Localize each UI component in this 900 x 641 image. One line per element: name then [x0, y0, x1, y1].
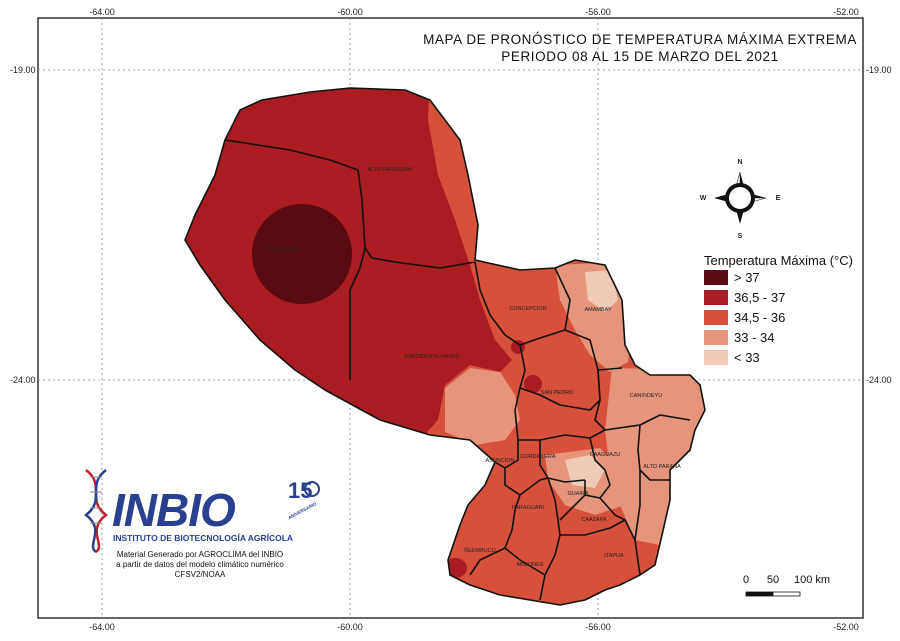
label-itapua: ITAPUA [604, 553, 624, 559]
legend-label-0: > 37 [734, 270, 760, 285]
legend-swatch-1 [704, 290, 728, 305]
label-neembucu: ÑEEMBUCU [464, 547, 496, 554]
lon-label-bottom-3: -56.00 [585, 622, 611, 632]
legend-label-3: 33 - 34 [734, 330, 774, 345]
zone-below-33-caaguazu [565, 455, 605, 488]
zone-hot-pocket-concepcion [511, 340, 525, 354]
credit-line1: Material Generado por AGROCLIMA del INBI… [117, 550, 283, 559]
legend-swatch-0 [704, 270, 728, 285]
zone-33-34-east [605, 368, 705, 545]
lon-label-top-2: -60.00 [337, 7, 363, 17]
compass-rose: N S W E [700, 159, 781, 240]
zone-below-33-amambay [585, 270, 618, 312]
label-alto-paraguay: ALTO PARAGUAY [367, 167, 412, 173]
zone-33-34-hayes [445, 368, 520, 445]
label-canindeyu: CANINDEYU [630, 393, 662, 399]
logo-subtitle: INSTITUTO DE BIOTECNOLOGÍA AGRÍCOLA [113, 533, 293, 543]
label-concepcion: CONCEPCION [509, 306, 546, 312]
lon-label-bottom-1: -64.00 [89, 622, 115, 632]
legend-title: Temperatura Máxima (°C) [704, 253, 853, 268]
dna-helix-icon [83, 469, 109, 554]
legend-swatch-2 [704, 310, 728, 325]
lat-label-right-2: -24.00 [866, 375, 892, 385]
label-presidente-hayes: PRESIDENTE HAYES [405, 354, 460, 360]
department-borders [184, 87, 706, 606]
lon-label-bottom-2: -60.00 [337, 622, 363, 632]
compass-s: S [738, 233, 743, 240]
legend-swatch-4 [704, 350, 728, 365]
legend-swatch-3 [704, 330, 728, 345]
compass-n: N [737, 159, 742, 166]
coordinate-labels: -64.00 -60.00 -56.00 -52.00 -64.00 -60.0… [10, 7, 892, 632]
legend: Temperatura Máxima (°C) > 37 36,5 - 37 34,… [704, 253, 853, 365]
lat-label-left-1: -19.00 [10, 65, 36, 75]
lat-label-right-1: -19.00 [866, 65, 892, 75]
lat-label-left-2: -24.00 [10, 375, 36, 385]
anniversary-circle [304, 481, 320, 497]
map-title-line2: PERIODO 08 AL 15 DE MARZO DEL 2021 [501, 49, 779, 64]
scale-bar: 0 50 100 km [743, 574, 830, 597]
zone-hot-pocket-san-pedro [524, 375, 542, 393]
legend-label-1: 36,5 - 37 [734, 290, 785, 305]
department-labels: BOQUERON ALTO PARAGUAY PRESIDENTE HAYES … [267, 167, 681, 568]
label-caazapa: CAAZAPA [581, 517, 607, 523]
scale-label-50: 50 [767, 574, 779, 586]
compass-w: W [700, 195, 707, 202]
label-asuncion: ASUNCION [485, 458, 514, 464]
label-guaira: GUAIRA [567, 491, 588, 497]
label-paraguari: PARAGUARI [512, 505, 544, 511]
label-cordillera: CORDILLERA [520, 454, 555, 460]
scale-label-0: 0 [743, 574, 749, 586]
map-title-line1: MAPA DE PRONÓSTICO DE TEMPERATURA MÁXIMA… [423, 32, 857, 47]
label-misiones: MISIONES [517, 562, 544, 568]
label-alto-parana: ALTO PARANA [643, 464, 681, 470]
credit-line3: CFSV2/NOAA [175, 570, 226, 579]
lon-label-top-4: -52.00 [833, 7, 859, 17]
label-amambay: AMAMBAY [584, 307, 611, 313]
label-san-pedro: SAN PEDRO [541, 390, 574, 396]
credit-line2: a partir de datos del modelo climático n… [116, 560, 284, 569]
label-boqueron: BOQUERON [267, 247, 299, 253]
inbio-logo: INBIO INSTITUTO DE BIOTECNOLOGÍA AGRÍCOL… [83, 469, 320, 554]
scale-label-100: 100 km [794, 574, 830, 586]
legend-label-4: < 33 [734, 350, 760, 365]
lon-label-top-3: -56.00 [585, 7, 611, 17]
lon-label-top-1: -64.00 [89, 7, 115, 17]
lon-label-bottom-4: -52.00 [833, 622, 859, 632]
zone-above-37 [252, 204, 352, 304]
legend-label-2: 34,5 - 36 [734, 310, 785, 325]
compass-e: E [776, 195, 781, 202]
logo-wordmark: INBIO [112, 484, 236, 536]
label-caaguazu: CAAGUAZU [590, 452, 621, 458]
